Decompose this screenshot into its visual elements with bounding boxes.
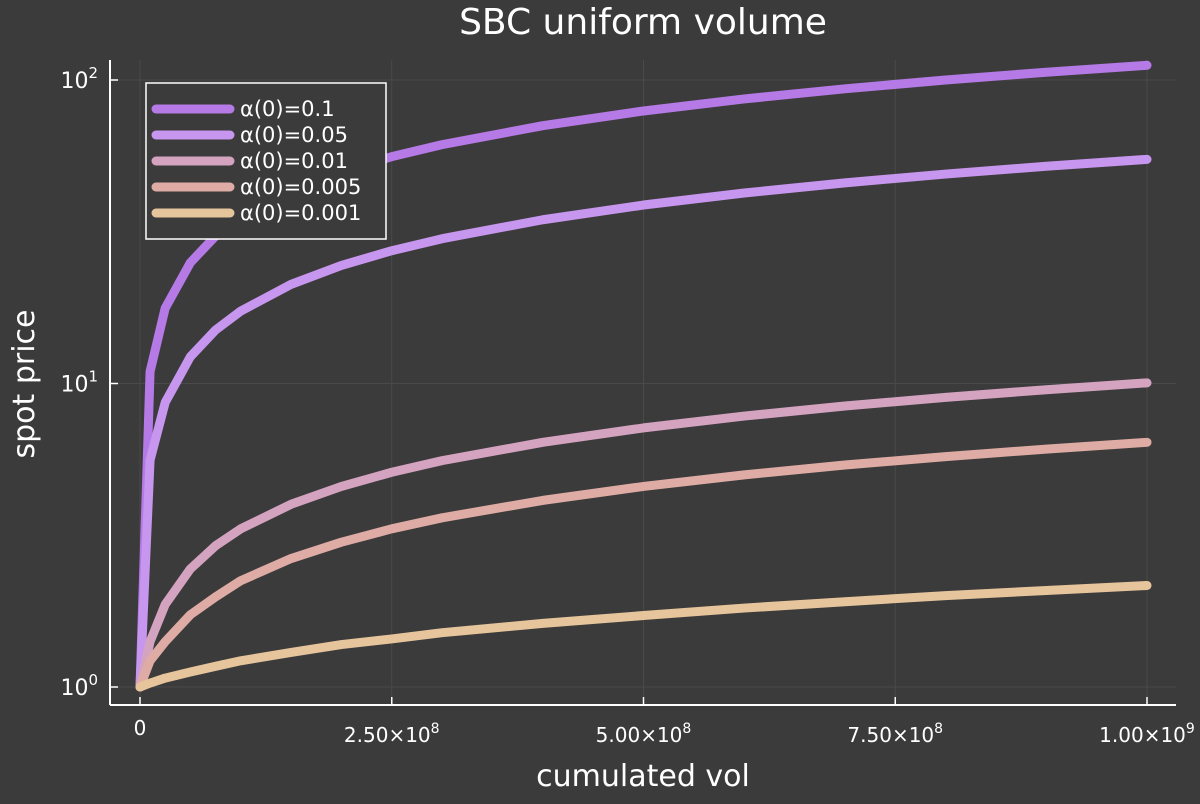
- y-tick-label: 101: [60, 368, 98, 398]
- legend-entry: α(0)=0.05: [240, 123, 348, 147]
- y-tick-label: 100: [60, 671, 98, 701]
- x-tick-label: 5.00×108: [596, 721, 692, 747]
- x-tick-label: 0: [134, 716, 147, 740]
- legend-entry: α(0)=0.001: [240, 201, 361, 225]
- series-line-0: [135, 60, 1152, 692]
- series-line-4: [135, 580, 1152, 692]
- series-line-3: [135, 437, 1152, 692]
- y-tick-label-base: 10: [60, 69, 88, 94]
- y-tick-label-exponent: 2: [88, 64, 98, 82]
- x-tick-label-exponent: 9: [1186, 721, 1195, 737]
- x-tick-label-exponent: 8: [431, 721, 440, 737]
- legend: α(0)=0.1α(0)=0.05α(0)=0.01α(0)=0.005α(0)…: [145, 82, 387, 240]
- legend-entry: α(0)=0.1: [240, 97, 335, 121]
- x-tick-label: 7.50×108: [847, 721, 943, 747]
- grid-layer: [110, 60, 1176, 705]
- y-tick-label-exponent: 1: [88, 368, 98, 386]
- x-tick-label-exponent: 8: [934, 721, 943, 737]
- x-tick-label-exponent: 8: [682, 721, 691, 737]
- series-line-1: [135, 154, 1152, 692]
- x-axis-label: cumulated vol: [536, 759, 750, 794]
- y-tick-label-base: 10: [60, 676, 88, 701]
- series-layer: [135, 60, 1152, 692]
- y-tick-label-base: 10: [60, 373, 88, 398]
- x-tick-label-base: 2.50×10: [344, 723, 431, 747]
- legend-entry: α(0)=0.005: [240, 175, 361, 199]
- legend-entry: α(0)=0.01: [240, 149, 348, 173]
- chart-title: SBC uniform volume: [459, 2, 827, 43]
- y-tick-label-exponent: 0: [88, 671, 98, 689]
- x-tick-label: 2.50×108: [344, 721, 440, 747]
- ticks-layer: 0 2.50×108 5.00×108 7.50×108 1.00×1091001011…: [60, 64, 1194, 747]
- x-tick-label-base: 5.00×10: [596, 723, 683, 747]
- x-tick-label: 1.00×109: [1099, 721, 1195, 747]
- x-tick-label-base: 7.50×10: [847, 723, 934, 747]
- x-tick-label-base: 1.00×10: [1099, 723, 1186, 747]
- y-tick-label: 102: [60, 64, 98, 94]
- y-axis-label: spot price: [7, 310, 42, 459]
- series-line-2: [135, 378, 1152, 692]
